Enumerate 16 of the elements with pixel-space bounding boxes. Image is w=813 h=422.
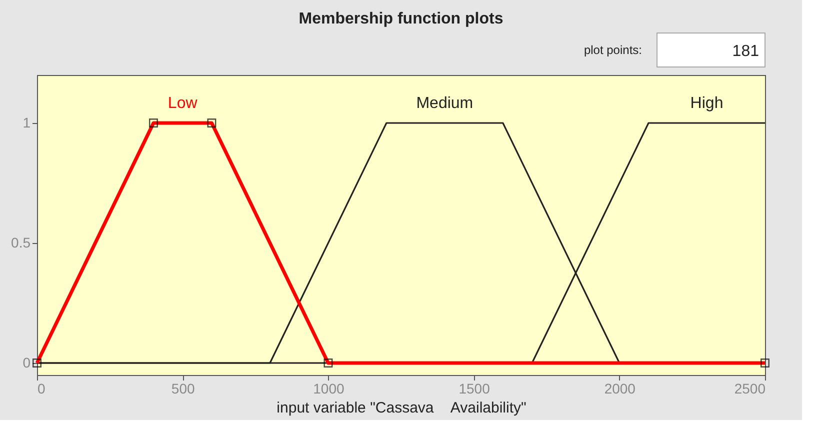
- y-tick-label: 0: [22, 354, 31, 370]
- series-label: Medium: [416, 95, 474, 112]
- x-tick-label: 2500: [734, 380, 766, 396]
- text: 181: [732, 43, 760, 60]
- x-tick-label: 0: [38, 380, 46, 396]
- x-tick-label: 2000: [604, 380, 636, 396]
- chart-title: Membership function plots: [298, 10, 504, 28]
- y-tick-label: 1: [22, 114, 31, 130]
- series-label: Low: [168, 95, 198, 112]
- x-tick-label: 500: [171, 380, 195, 396]
- y-tick-label: 0.5: [11, 234, 31, 250]
- text: plot points:: [584, 43, 642, 57]
- series-label: High: [690, 95, 724, 112]
- x-tick-label: 1500: [458, 380, 490, 396]
- x-axis-title: input variable "Cassava Availability": [276, 400, 526, 416]
- x-tick-label: 1000: [313, 380, 344, 396]
